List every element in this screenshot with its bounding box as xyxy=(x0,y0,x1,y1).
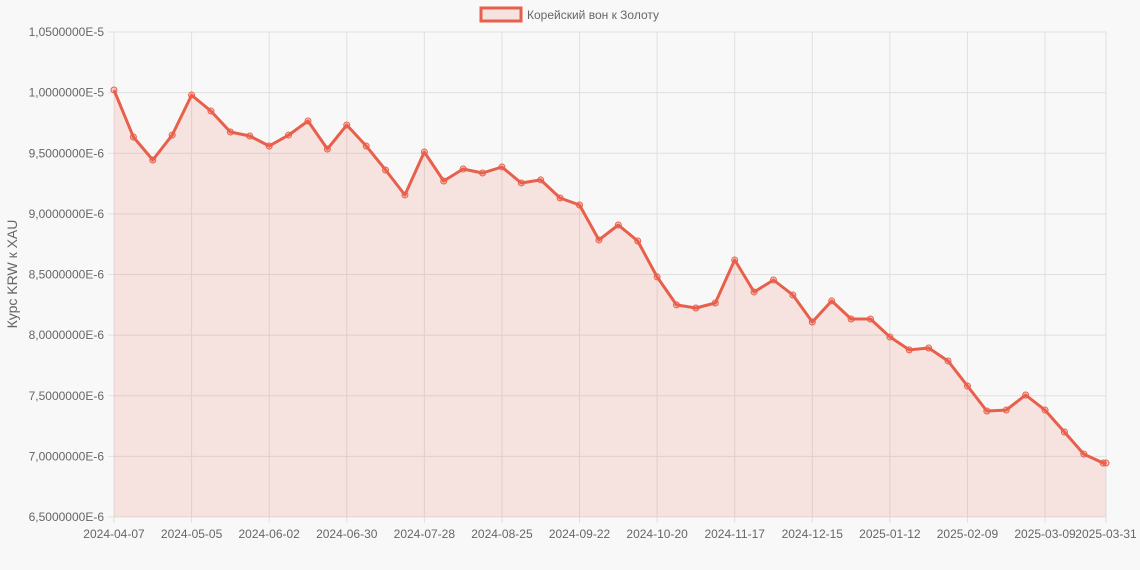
data-point[interactable] xyxy=(1002,406,1010,414)
y-tick-label: 6,5000000E-6 xyxy=(29,510,105,524)
data-point[interactable] xyxy=(1102,459,1110,467)
data-point[interactable] xyxy=(382,166,390,174)
data-point[interactable] xyxy=(556,194,564,202)
y-tick-label: 7,0000000E-6 xyxy=(29,449,105,463)
x-tick-label: 2024-05-05 xyxy=(161,527,223,541)
data-point[interactable] xyxy=(963,382,971,390)
data-point[interactable] xyxy=(323,145,331,153)
data-point[interactable] xyxy=(886,333,894,341)
data-point[interactable] xyxy=(614,221,622,229)
data-point[interactable] xyxy=(459,165,467,173)
data-point[interactable] xyxy=(343,121,351,129)
data-point[interactable] xyxy=(304,117,312,125)
data-point[interactable] xyxy=(401,191,409,199)
data-point[interactable] xyxy=(944,357,952,365)
x-tick-label: 2024-08-25 xyxy=(471,527,533,541)
data-point[interactable] xyxy=(711,299,719,307)
data-points xyxy=(110,86,1110,467)
y-tick-label: 1,0000000E-5 xyxy=(29,86,105,100)
legend-label[interactable]: Корейский вон к Золоту xyxy=(527,8,659,22)
grid-lines xyxy=(108,31,1107,523)
data-point[interactable] xyxy=(828,297,836,305)
x-tick-label: 2024-09-22 xyxy=(549,527,611,541)
y-axis-label: Курс KRW к XAU xyxy=(4,220,20,329)
data-point[interactable] xyxy=(188,91,196,99)
y-tick-label: 8,0000000E-6 xyxy=(29,328,105,342)
y-tick-label: 1,0500000E-5 xyxy=(29,25,105,39)
data-point[interactable] xyxy=(866,315,874,323)
data-point[interactable] xyxy=(692,304,700,312)
data-point[interactable] xyxy=(847,315,855,323)
data-point[interactable] xyxy=(1041,406,1049,414)
series-area-fill xyxy=(114,90,1106,517)
data-point[interactable] xyxy=(479,169,487,177)
data-point[interactable] xyxy=(925,344,933,352)
data-point[interactable] xyxy=(808,318,816,326)
data-point[interactable] xyxy=(517,179,525,187)
data-point[interactable] xyxy=(149,156,157,164)
data-point[interactable] xyxy=(983,407,991,415)
data-point[interactable] xyxy=(498,163,506,171)
x-tick-label: 2025-03-31 xyxy=(1075,527,1137,541)
data-point[interactable] xyxy=(905,346,913,354)
y-tick-label: 9,0000000E-6 xyxy=(29,207,105,221)
data-point[interactable] xyxy=(226,128,234,136)
data-point[interactable] xyxy=(440,177,448,185)
data-point[interactable] xyxy=(576,201,584,209)
series-line xyxy=(112,89,1106,465)
x-tick-label: 2024-04-07 xyxy=(83,527,145,541)
data-point[interactable] xyxy=(537,176,545,184)
data-point[interactable] xyxy=(110,86,118,94)
data-point[interactable] xyxy=(246,132,254,140)
x-tick-label: 2024-12-15 xyxy=(782,527,844,541)
y-tick-label: 8,5000000E-6 xyxy=(29,268,105,282)
legend-swatch[interactable] xyxy=(479,6,523,23)
data-point[interactable] xyxy=(362,142,370,150)
x-tick-label: 2024-10-20 xyxy=(626,527,688,541)
data-point[interactable] xyxy=(653,273,661,281)
data-point[interactable] xyxy=(595,236,603,244)
data-point[interactable] xyxy=(207,107,215,115)
data-point[interactable] xyxy=(634,237,642,245)
y-tick-label: 9,5000000E-6 xyxy=(29,146,105,160)
x-tick-label: 2025-01-12 xyxy=(859,527,921,541)
x-tick-label: 2024-11-17 xyxy=(704,527,765,541)
data-point[interactable] xyxy=(285,131,293,139)
data-point[interactable] xyxy=(789,291,797,299)
data-point[interactable] xyxy=(129,133,137,141)
x-tick-label: 2024-07-28 xyxy=(394,527,456,541)
x-tick-label: 2025-02-09 xyxy=(937,527,999,541)
x-tick-label: 2024-06-02 xyxy=(238,527,300,541)
y-axis-ticks: 1,0500000E-5 1,0000000E-5 9,5000000E-6 9,00… xyxy=(29,25,105,524)
data-point[interactable] xyxy=(1060,428,1068,436)
data-point[interactable] xyxy=(168,131,176,139)
data-point[interactable] xyxy=(769,276,777,284)
data-point[interactable] xyxy=(420,148,428,156)
y-tick-label: 7,5000000E-6 xyxy=(29,389,105,403)
data-point[interactable] xyxy=(750,288,758,296)
x-tick-label: 2025-03-09 xyxy=(1014,527,1076,541)
x-tick-label: 2024-06-30 xyxy=(316,527,378,541)
x-axis-ticks: 2024-04-07 2024-05-05 2024-06-02 2024-06-30… xyxy=(83,527,1137,541)
data-point[interactable] xyxy=(265,142,273,150)
data-point[interactable] xyxy=(673,301,681,309)
data-point[interactable] xyxy=(1022,391,1030,399)
legend[interactable]: Корейский вон к Золоту xyxy=(479,6,659,23)
data-point[interactable] xyxy=(1080,450,1088,458)
data-point[interactable] xyxy=(731,256,739,264)
